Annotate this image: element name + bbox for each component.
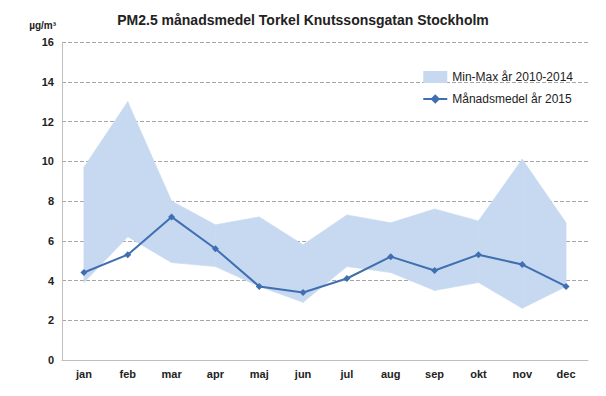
svg-text:Månadsmedel år 2015: Månadsmedel år 2015 xyxy=(452,92,572,106)
svg-text:0: 0 xyxy=(48,354,54,366)
svg-text:feb: feb xyxy=(120,368,137,380)
svg-text:14: 14 xyxy=(42,76,55,88)
svg-text:4: 4 xyxy=(48,275,55,287)
svg-text:PM2.5 månadsmedel Torkel Knuts: PM2.5 månadsmedel Torkel Knutssonsgatan … xyxy=(117,12,489,28)
svg-text:jun: jun xyxy=(294,368,312,380)
svg-text:6: 6 xyxy=(48,235,54,247)
svg-text:8: 8 xyxy=(48,195,54,207)
svg-text:jul: jul xyxy=(339,368,353,380)
svg-text:nov: nov xyxy=(512,368,532,380)
svg-text:mar: mar xyxy=(161,368,182,380)
svg-text:maj: maj xyxy=(250,368,269,380)
svg-text:µg/m³: µg/m³ xyxy=(29,20,57,31)
svg-text:sep: sep xyxy=(425,368,444,380)
svg-text:16: 16 xyxy=(42,36,54,48)
svg-text:jan: jan xyxy=(75,368,92,380)
svg-text:2: 2 xyxy=(48,314,54,326)
svg-text:12: 12 xyxy=(42,116,54,128)
svg-text:apr: apr xyxy=(207,368,225,380)
svg-text:dec: dec xyxy=(557,368,576,380)
svg-text:okt: okt xyxy=(470,368,487,380)
svg-text:10: 10 xyxy=(42,155,54,167)
svg-text:Min-Max år 2010-2014: Min-Max år 2010-2014 xyxy=(452,70,573,84)
svg-text:aug: aug xyxy=(381,368,401,380)
